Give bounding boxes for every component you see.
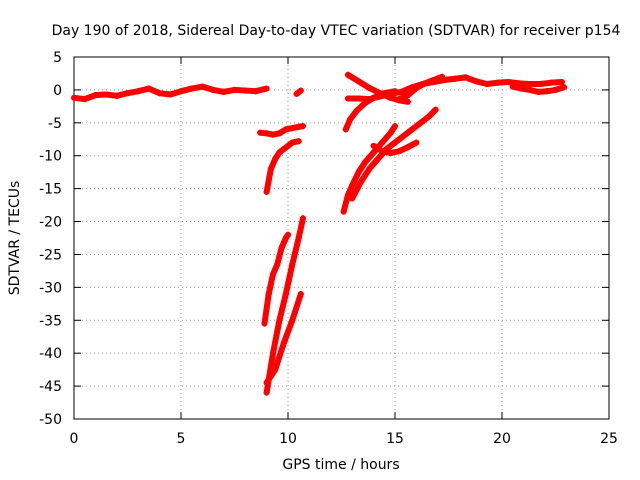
y-tick-label: -50 bbox=[39, 412, 62, 428]
y-tick-label: -35 bbox=[39, 313, 62, 329]
data-point bbox=[299, 215, 306, 222]
data-trace bbox=[272, 340, 287, 373]
data-trace bbox=[261, 290, 272, 327]
x-tick-labels: 0 5 10 15 20 25 bbox=[70, 431, 618, 447]
data-point bbox=[297, 87, 304, 94]
data-trace bbox=[265, 271, 277, 297]
x-tick-label: 25 bbox=[600, 431, 618, 447]
data-point bbox=[561, 84, 568, 91]
data-trace bbox=[270, 317, 283, 357]
data-point bbox=[432, 106, 439, 113]
chart-title: Day 190 of 2018, Sidereal Day-to-day VTE… bbox=[52, 23, 621, 39]
data-trace bbox=[276, 290, 289, 324]
y-tick-label: -30 bbox=[39, 280, 62, 296]
data-points bbox=[71, 71, 568, 396]
x-tick-label: 5 bbox=[177, 431, 186, 447]
x-tick-label: 15 bbox=[386, 431, 404, 447]
data-trace bbox=[263, 165, 274, 195]
data-point bbox=[299, 123, 306, 130]
data-trace bbox=[289, 235, 302, 268]
y-tick-label: -45 bbox=[39, 379, 62, 395]
y-tick-label: -25 bbox=[39, 247, 62, 263]
data-point bbox=[285, 231, 291, 238]
data-trace bbox=[282, 261, 296, 297]
y-tick-labels: 5 0 -5 -10 -15 -20 -25 -30 -35 -40 -45 -50 bbox=[39, 50, 62, 428]
data-point bbox=[263, 85, 270, 92]
data-point bbox=[413, 139, 420, 146]
data-point bbox=[558, 79, 565, 86]
data-point bbox=[297, 290, 304, 297]
data-trace bbox=[426, 106, 439, 120]
y-tick-label: 0 bbox=[53, 83, 62, 99]
data-point bbox=[295, 138, 302, 145]
y-tick-label: -15 bbox=[39, 182, 62, 198]
x-tick-label: 20 bbox=[493, 431, 511, 447]
ticks bbox=[73, 56, 610, 420]
y-tick-label: -10 bbox=[39, 149, 62, 165]
data-trace bbox=[289, 290, 304, 324]
grid bbox=[74, 57, 609, 419]
y-tick-label: -5 bbox=[48, 116, 62, 132]
y-axis-label: SDTVAR / TECUs bbox=[7, 181, 23, 296]
data-point bbox=[392, 123, 398, 130]
y-tick-label: -40 bbox=[39, 346, 62, 362]
x-tick-label: 0 bbox=[70, 431, 79, 447]
data-point bbox=[439, 73, 446, 80]
y-tick-label: -20 bbox=[39, 215, 62, 231]
y-tick-label: 5 bbox=[53, 50, 62, 66]
data-trace bbox=[295, 215, 306, 241]
plot-frame bbox=[73, 56, 610, 420]
data-trace bbox=[280, 317, 296, 347]
x-axis-label: GPS time / hours bbox=[282, 457, 399, 473]
data-point bbox=[404, 98, 411, 105]
data-trace bbox=[349, 179, 364, 202]
x-tick-label: 10 bbox=[279, 431, 297, 447]
